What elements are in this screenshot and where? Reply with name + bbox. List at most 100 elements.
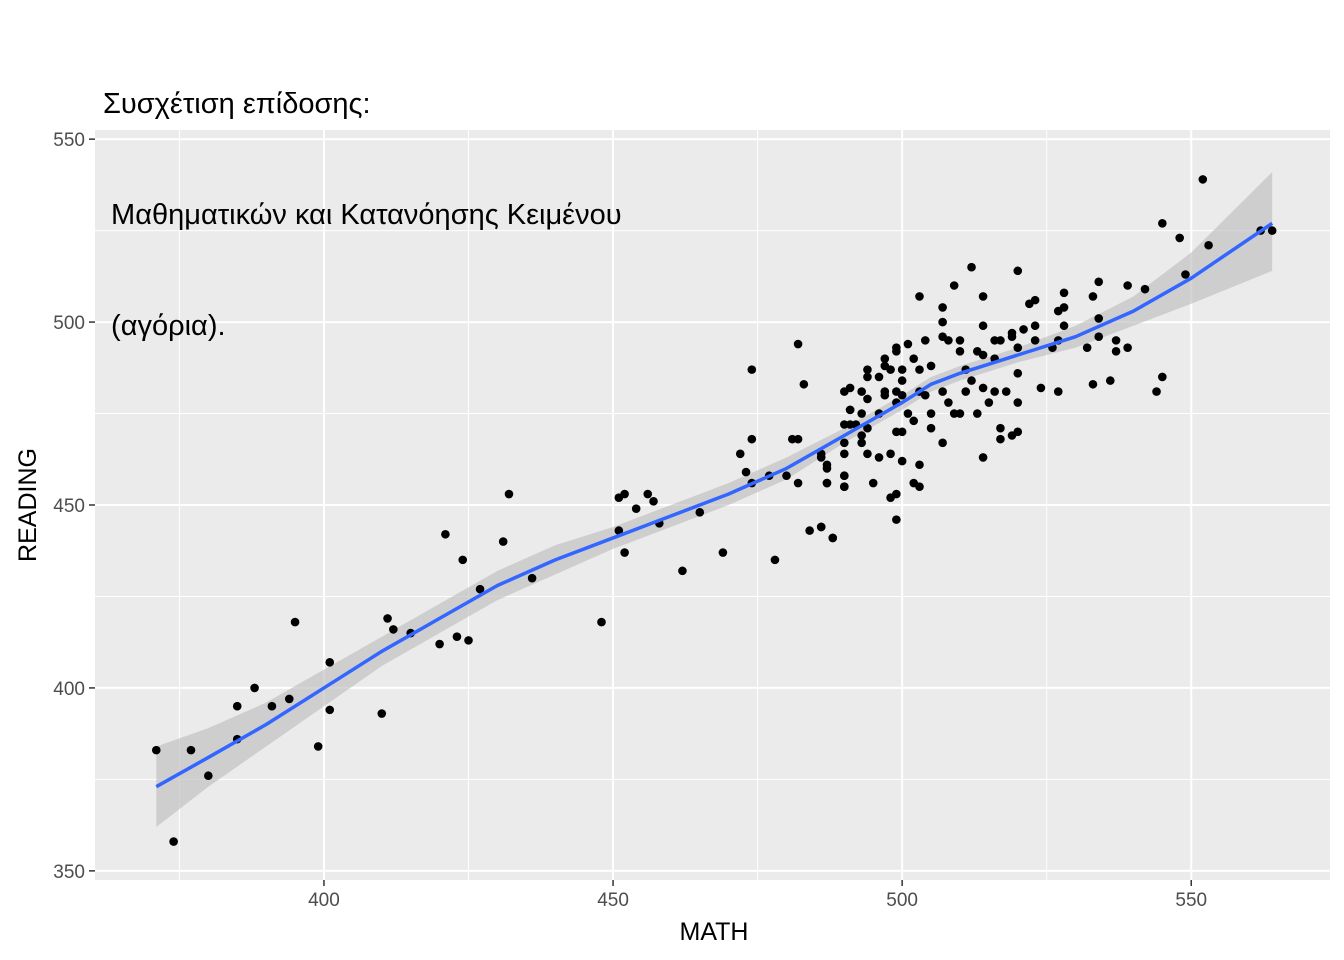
data-point [955,336,965,345]
data-point [1001,387,1011,396]
data-point [863,394,872,404]
data-point [250,683,259,693]
data-point [1036,383,1046,393]
data-point [955,409,965,418]
data-point [857,409,866,418]
data-point [747,434,757,444]
data-point [1123,343,1132,352]
data-point [464,636,473,645]
data-point [920,336,930,345]
data-point [892,515,901,524]
data-point [978,292,988,301]
data-point [863,449,872,459]
data-point [822,464,832,473]
data-point [643,489,653,499]
data-point [678,566,687,576]
data-point [458,555,468,565]
title-line-1: Συσχέτιση επίδοσης: [103,88,371,120]
data-point [863,365,872,374]
data-point [973,409,982,418]
data-points [151,175,1277,846]
data-point [1059,288,1069,298]
data-point [735,449,745,459]
data-point [816,453,826,462]
data-point [874,453,884,462]
axes: 400 450 500 550 350 400 450 500 550 [53,130,1207,911]
scatter-chart: 400 450 500 550 350 400 450 500 550 MATH READING [14,130,1330,946]
data-point [857,431,866,440]
data-point [1181,270,1190,279]
data-point [1094,314,1104,323]
data-point [1013,266,1023,276]
data-point [620,548,629,557]
data-point [915,460,924,470]
data-point [840,438,849,448]
data-point [897,390,907,400]
data-point [1019,325,1028,334]
y-tick-label: 550 [53,130,85,151]
data-point [793,478,803,488]
data-point [597,617,606,627]
data-point [944,336,953,345]
data-point [718,548,728,557]
data-point [822,478,832,488]
data-point [1204,240,1213,250]
data-point [996,336,1005,345]
data-point [475,584,485,594]
data-point [897,427,907,437]
data-point [915,482,924,492]
data-point [897,376,907,385]
data-point [978,350,988,360]
data-point [1175,233,1184,243]
data-point [452,632,462,642]
data-point [920,390,930,400]
data-point [978,321,988,331]
data-point [169,837,178,846]
data-point [1111,336,1121,345]
data-point [857,438,866,448]
data-point [857,387,866,396]
data-point [828,533,838,543]
data-point [799,379,809,389]
x-tick-label: 450 [597,890,629,911]
data-point [1105,376,1115,385]
data-point [926,409,936,418]
data-point [926,361,936,371]
y-tick-label: 450 [53,496,85,517]
data-point [614,526,624,535]
data-point [915,365,924,374]
data-point [1094,277,1104,287]
data-point [880,390,890,400]
data-point [1013,427,1023,437]
data-point [695,508,705,517]
data-point [1013,343,1023,352]
data-point [909,416,919,426]
chart-title: Συσχέτιση επίδοσης: Μαθηματικών και Κατα… [103,12,622,382]
data-point [1059,303,1069,312]
title-line-3: (αγόρια). [103,310,226,342]
data-point [1123,281,1132,290]
data-point [978,383,988,393]
data-point [325,705,335,715]
data-point [938,303,947,312]
data-point [938,438,947,448]
data-point [1030,336,1040,345]
data-point [990,387,999,396]
x-tick-label: 400 [308,890,340,911]
data-point [1088,292,1098,301]
data-point [886,365,895,374]
y-tick-label: 400 [53,679,85,700]
data-point [845,383,855,393]
data-point [1013,398,1023,407]
data-point [840,482,849,492]
data-point [926,423,936,433]
data-point [313,742,323,751]
data-point [938,387,947,396]
data-point [435,639,444,649]
data-point [949,281,959,290]
data-point [1267,226,1277,235]
data-point [325,658,335,667]
data-point [1198,175,1208,184]
data-point [151,745,161,755]
data-point [383,614,392,623]
